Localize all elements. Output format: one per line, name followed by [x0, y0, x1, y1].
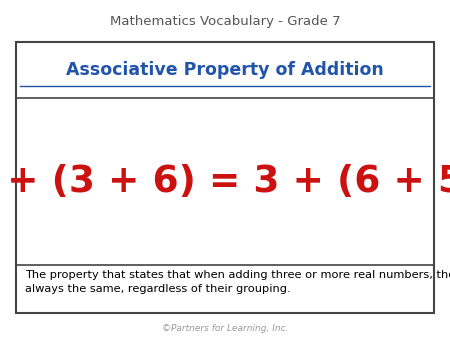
FancyBboxPatch shape: [16, 42, 434, 313]
Text: Associative Property of Addition: Associative Property of Addition: [66, 61, 384, 79]
Text: ©Partners for Learning, Inc.: ©Partners for Learning, Inc.: [162, 324, 288, 333]
Text: Mathematics Vocabulary - Grade 7: Mathematics Vocabulary - Grade 7: [110, 16, 340, 28]
Text: 5 + (3 + 6) = 3 + (6 + 5): 5 + (3 + 6) = 3 + (6 + 5): [0, 164, 450, 200]
Text: The property that states that when adding three or more real numbers, the sum is: The property that states that when addin…: [25, 270, 450, 294]
